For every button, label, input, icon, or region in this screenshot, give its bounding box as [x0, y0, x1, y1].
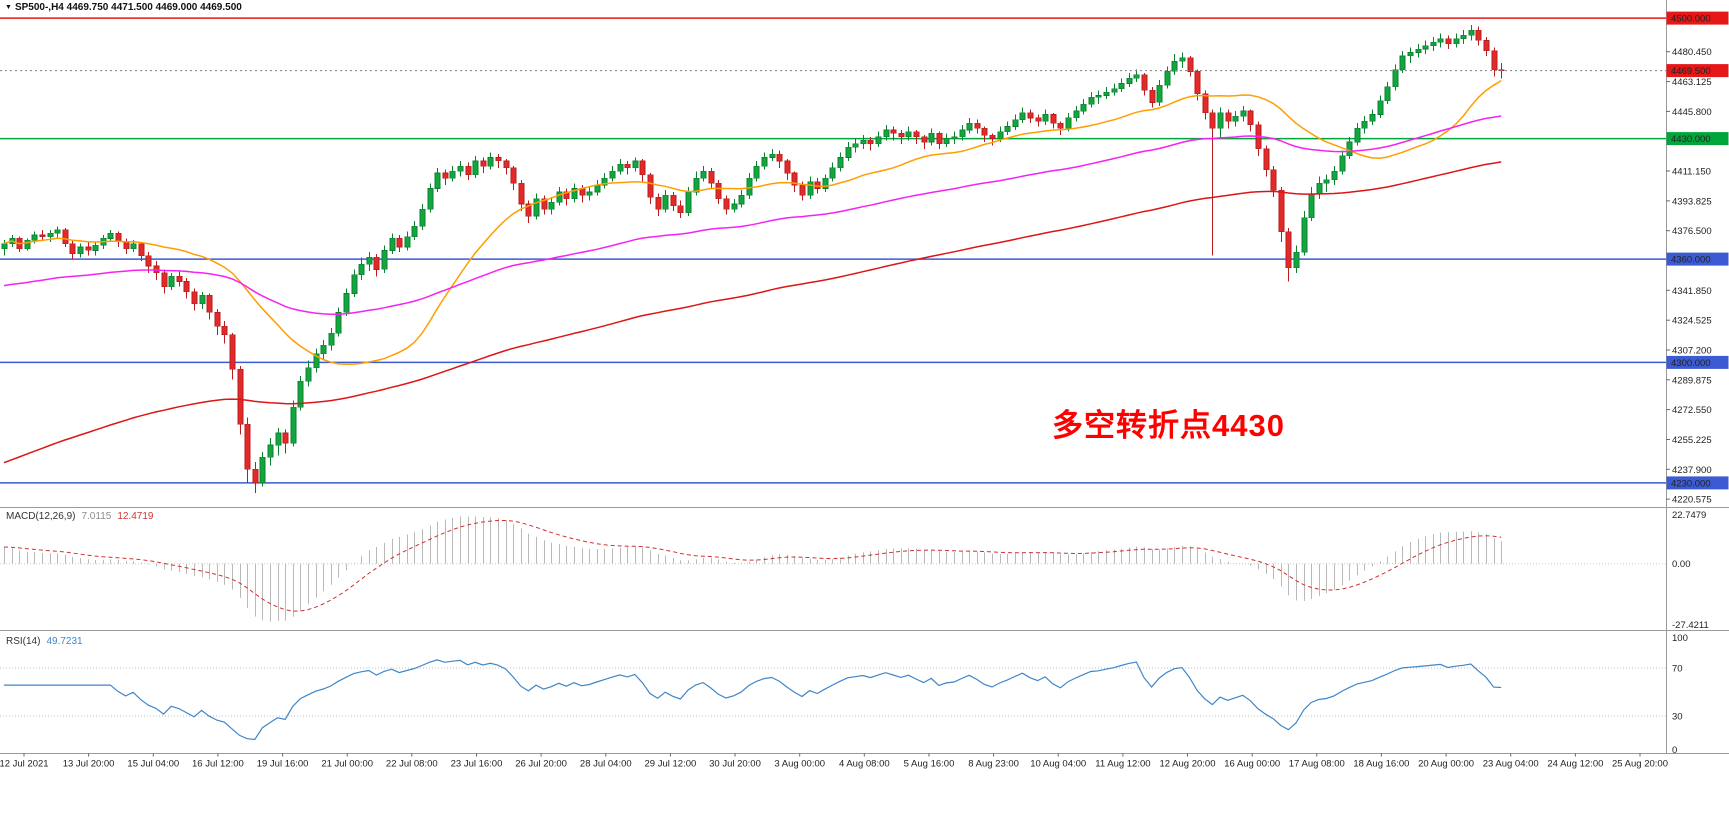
macd-panel — [0, 516, 1666, 622]
svg-text:4324.525: 4324.525 — [1672, 316, 1712, 327]
svg-text:4255.225: 4255.225 — [1672, 435, 1712, 446]
rsi-line — [4, 659, 1502, 741]
svg-text:18 Aug 16:00: 18 Aug 16:00 — [1353, 759, 1409, 770]
svg-text:23 Aug 04:00: 23 Aug 04:00 — [1483, 759, 1539, 770]
horizontal-levels — [0, 17, 1666, 484]
macd-name: MACD(12,26,9) — [6, 511, 76, 522]
svg-text:4360.000: 4360.000 — [1671, 255, 1711, 266]
svg-text:29 Jul 12:00: 29 Jul 12:00 — [645, 759, 697, 770]
svg-text:4393.825: 4393.825 — [1672, 196, 1712, 207]
rsi-indicator-label: RSI(14) 49.7231 — [6, 636, 83, 647]
svg-text:4376.500: 4376.500 — [1672, 226, 1712, 237]
svg-text:23 Jul 16:00: 23 Jul 16:00 — [451, 759, 503, 770]
macd-signal-line — [3, 520, 1502, 612]
svg-text:5 Aug 16:00: 5 Aug 16:00 — [904, 759, 955, 770]
svg-text:0: 0 — [1672, 745, 1677, 756]
svg-text:4272.550: 4272.550 — [1672, 405, 1712, 416]
svg-text:70: 70 — [1672, 664, 1683, 675]
svg-text:17 Aug 08:00: 17 Aug 08:00 — [1289, 759, 1345, 770]
svg-text:4480.450: 4480.450 — [1672, 47, 1712, 58]
svg-text:4220.575: 4220.575 — [1672, 495, 1712, 506]
svg-text:19 Jul 16:00: 19 Jul 16:00 — [257, 759, 309, 770]
chart-title: ▼ SP500-,H4 4469.750 4471.500 4469.000 44… — [5, 2, 242, 13]
svg-text:4445.800: 4445.800 — [1672, 107, 1712, 118]
macd-indicator-label: MACD(12,26,9) 7.0115 12.4719 — [6, 511, 153, 522]
svg-text:11 Aug 12:00: 11 Aug 12:00 — [1095, 759, 1150, 770]
svg-text:3 Aug 00:00: 3 Aug 00:00 — [774, 759, 825, 770]
svg-text:16 Aug 00:00: 16 Aug 00:00 — [1224, 759, 1280, 770]
panel-frame — [0, 0, 1729, 754]
indicator-axis-labels: 22.7479 0.00 -27.4211 100 70 30 0 — [1672, 510, 1709, 756]
svg-text:8 Aug 23:00: 8 Aug 23:00 — [968, 759, 1019, 770]
svg-text:4463.125: 4463.125 — [1672, 77, 1712, 88]
svg-text:4341.850: 4341.850 — [1672, 286, 1712, 297]
svg-text:16 Jul 12:00: 16 Jul 12:00 — [192, 759, 244, 770]
price-axis[interactable]: 4480.450 4463.125 4445.800 4411.150 4393.825… — [1666, 47, 1712, 506]
svg-text:10 Aug 04:00: 10 Aug 04:00 — [1030, 759, 1086, 770]
svg-text:24 Aug 12:00: 24 Aug 12:00 — [1547, 759, 1603, 770]
time-axis[interactable]: 12 Jul 2021 13 Jul 20:00 15 Jul 04:00 16 Ju… — [0, 753, 1668, 770]
svg-text:100: 100 — [1672, 633, 1688, 644]
svg-text:4230.000: 4230.000 — [1671, 478, 1711, 489]
svg-text:15 Jul 04:00: 15 Jul 04:00 — [127, 759, 179, 770]
price-axis-badges: 4500.000 4430.000 4360.000 4300.000 4230.000… — [1666, 11, 1729, 490]
svg-text:4500.000: 4500.000 — [1671, 14, 1711, 25]
svg-text:4430.000: 4430.000 — [1671, 134, 1711, 145]
ma-mid-magenta — [3, 115, 1502, 316]
svg-text:0.00: 0.00 — [1672, 559, 1691, 570]
svg-text:13 Jul 20:00: 13 Jul 20:00 — [63, 759, 115, 770]
svg-text:4300.000: 4300.000 — [1671, 358, 1711, 369]
rsi-panel — [0, 659, 1666, 741]
svg-text:12 Aug 20:00: 12 Aug 20:00 — [1160, 759, 1216, 770]
macd-main-value: 7.0115 — [81, 511, 112, 522]
rsi-name: RSI(14) — [6, 636, 41, 647]
rsi-value: 49.7231 — [46, 636, 83, 647]
ma-fast-orange — [3, 79, 1502, 365]
svg-text:22.7479: 22.7479 — [1672, 510, 1706, 521]
svg-text:4307.200: 4307.200 — [1672, 346, 1712, 357]
svg-text:28 Jul 04:00: 28 Jul 04:00 — [580, 759, 632, 770]
svg-text:4 Aug 08:00: 4 Aug 08:00 — [839, 759, 890, 770]
svg-text:25 Aug 20:00: 25 Aug 20:00 — [1612, 759, 1668, 770]
svg-text:-27.4211: -27.4211 — [1672, 620, 1709, 631]
ohlc-readout: 4469.750 4471.500 4469.000 4469.500 — [66, 2, 242, 13]
macd-signal-value: 12.4719 — [117, 511, 154, 522]
svg-text:30 Jul 20:00: 30 Jul 20:00 — [709, 759, 761, 770]
symbol-dropdown-icon[interactable]: ▼ — [5, 4, 12, 11]
ma-slow-red — [3, 161, 1502, 464]
svg-text:4469.500: 4469.500 — [1671, 66, 1711, 77]
svg-text:30: 30 — [1672, 712, 1683, 723]
symbol-timeframe: SP500-,H4 — [14, 2, 64, 13]
svg-text:4289.875: 4289.875 — [1672, 375, 1712, 386]
svg-text:20 Aug 00:00: 20 Aug 00:00 — [1418, 759, 1474, 770]
svg-text:4237.900: 4237.900 — [1672, 465, 1712, 476]
chart-annotation-text: 多空转折点4430 — [1052, 408, 1285, 443]
svg-text:21 Jul 00:00: 21 Jul 00:00 — [321, 759, 373, 770]
svg-text:12 Jul 2021: 12 Jul 2021 — [0, 759, 49, 770]
moving-averages — [3, 79, 1502, 464]
svg-text:4411.150: 4411.150 — [1672, 167, 1711, 178]
svg-text:22 Jul 08:00: 22 Jul 08:00 — [386, 759, 438, 770]
candles — [1, 25, 1505, 494]
svg-text:26 Jul 20:00: 26 Jul 20:00 — [515, 759, 567, 770]
